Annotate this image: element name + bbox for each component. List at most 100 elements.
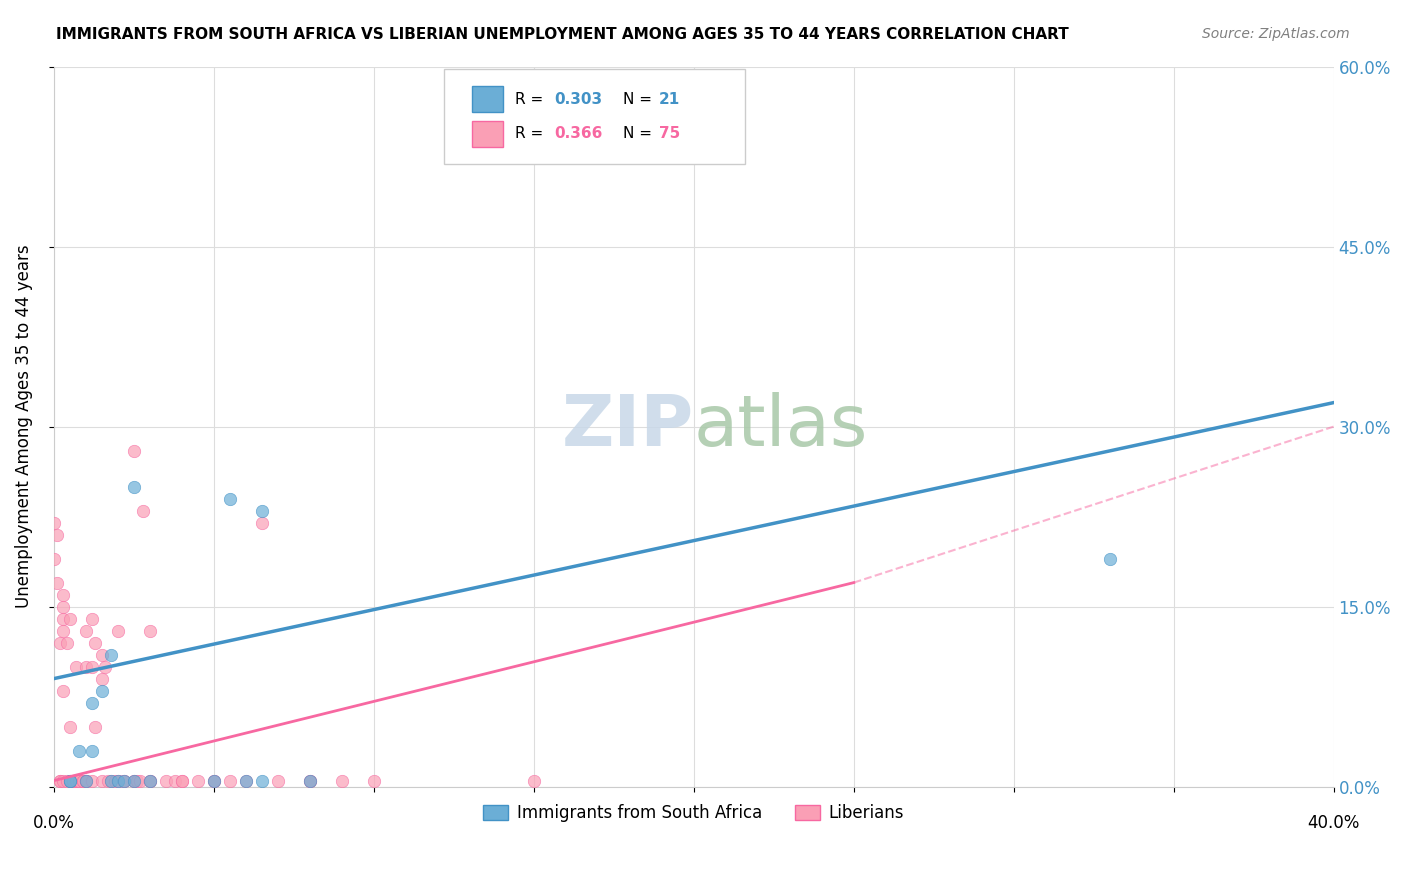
Point — [72, 773, 94, 788]
Point — [107, 773, 129, 788]
Point — [59, 773, 82, 788]
Point — [218, 773, 240, 788]
Point — [107, 624, 129, 638]
Point — [112, 773, 135, 788]
Point — [65, 659, 87, 673]
Point — [75, 659, 97, 673]
Point — [72, 773, 94, 788]
Point — [202, 773, 225, 788]
Point — [59, 773, 82, 788]
Point — [139, 773, 162, 788]
Point — [235, 773, 257, 788]
Point — [67, 744, 90, 758]
Legend: Immigrants from South Africa, Liberians: Immigrants from South Africa, Liberians — [477, 797, 911, 829]
Text: 21: 21 — [659, 92, 681, 106]
Point — [62, 773, 84, 788]
Point — [59, 773, 82, 788]
Point — [298, 773, 321, 788]
Point — [82, 696, 104, 710]
Text: 0.366: 0.366 — [554, 126, 603, 141]
Point — [49, 773, 72, 788]
Point — [165, 773, 187, 788]
Y-axis label: Unemployment Among Ages 35 to 44 years: Unemployment Among Ages 35 to 44 years — [15, 244, 32, 608]
Point — [90, 683, 112, 698]
Point — [46, 527, 69, 541]
Point — [75, 773, 97, 788]
Point — [82, 744, 104, 758]
Point — [330, 773, 353, 788]
Point — [42, 516, 65, 530]
Point — [155, 773, 177, 788]
Point — [52, 588, 75, 602]
Point — [170, 773, 193, 788]
Point — [65, 773, 87, 788]
Point — [139, 624, 162, 638]
Point — [139, 773, 162, 788]
Point — [49, 635, 72, 649]
Point — [122, 773, 145, 788]
Point — [75, 773, 97, 788]
Text: R =: R = — [515, 92, 548, 106]
Point — [82, 612, 104, 626]
Point — [100, 773, 122, 788]
Point — [90, 773, 112, 788]
Point — [82, 659, 104, 673]
Point — [250, 773, 273, 788]
Point — [59, 612, 82, 626]
Point — [122, 773, 145, 788]
Point — [187, 773, 209, 788]
Point — [67, 773, 90, 788]
Point — [94, 659, 117, 673]
Text: Source: ZipAtlas.com: Source: ZipAtlas.com — [1202, 27, 1350, 41]
Point — [107, 773, 129, 788]
Point — [132, 503, 155, 517]
Point — [42, 551, 65, 566]
Point — [52, 612, 75, 626]
Point — [100, 648, 122, 662]
Point — [52, 683, 75, 698]
Point — [59, 720, 82, 734]
Point — [65, 773, 87, 788]
Point — [49, 773, 72, 788]
Text: 0.303: 0.303 — [554, 92, 602, 106]
Text: atlas: atlas — [693, 392, 868, 461]
Bar — [472, 86, 503, 112]
Point — [218, 491, 240, 506]
Point — [82, 773, 104, 788]
Point — [52, 773, 75, 788]
Text: N =: N = — [623, 126, 657, 141]
Point — [170, 773, 193, 788]
Point — [100, 773, 122, 788]
Point — [107, 773, 129, 788]
Point — [122, 480, 145, 494]
Point — [46, 575, 69, 590]
Text: 0.0%: 0.0% — [32, 814, 75, 832]
Point — [90, 672, 112, 686]
Point — [84, 635, 107, 649]
Point — [122, 443, 145, 458]
FancyBboxPatch shape — [444, 69, 745, 164]
Point — [112, 773, 135, 788]
Point — [90, 648, 112, 662]
Point — [298, 773, 321, 788]
Point — [75, 773, 97, 788]
Point — [75, 773, 97, 788]
Point — [55, 635, 77, 649]
Text: 40.0%: 40.0% — [1308, 814, 1360, 832]
Point — [62, 773, 84, 788]
Text: ZIP: ZIP — [561, 392, 693, 461]
Point — [202, 773, 225, 788]
Point — [202, 773, 225, 788]
Point — [125, 773, 148, 788]
Text: R =: R = — [515, 126, 548, 141]
Point — [235, 773, 257, 788]
Text: N =: N = — [623, 92, 657, 106]
Point — [129, 773, 152, 788]
Point — [67, 773, 90, 788]
Point — [363, 773, 385, 788]
Point — [84, 720, 107, 734]
Bar — [472, 120, 503, 146]
Point — [250, 503, 273, 517]
Point — [104, 773, 127, 788]
Point — [112, 773, 135, 788]
